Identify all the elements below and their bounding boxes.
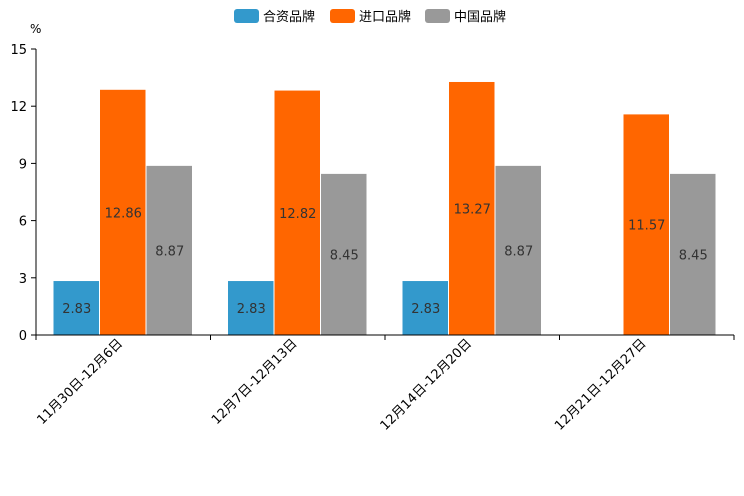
data-label: 2.83 — [411, 302, 440, 317]
data-label: 8.87 — [504, 244, 533, 259]
data-label: 12.86 — [105, 206, 142, 221]
bar — [146, 165, 192, 335]
legend-label: 进口品牌 — [359, 9, 411, 25]
bar — [623, 114, 669, 335]
x-axis: 11月30日-12月6日 12月7日-12月13日 12月14日-12月20日 12月… — [34, 334, 735, 434]
legend-label: 合资品牌 — [263, 9, 315, 25]
data-label: 2.83 — [62, 302, 91, 317]
y-tick-label: 9 — [19, 157, 27, 172]
bar — [402, 281, 448, 335]
bar — [53, 281, 99, 335]
data-label: 13.27 — [454, 202, 491, 217]
bar — [321, 173, 367, 335]
data-label: 12.82 — [279, 207, 316, 222]
x-tick-label: 12月21日-12月27日 — [552, 336, 649, 433]
data-label: 2.83 — [237, 302, 266, 317]
legend-swatch — [234, 9, 259, 23]
y-tick-label: 12 — [10, 100, 27, 115]
data-label: 11.57 — [628, 219, 665, 234]
data-label: 8.87 — [155, 244, 184, 259]
legend-label: 中国品牌 — [454, 9, 506, 25]
x-tick-label: 11月30日-12月6日 — [34, 336, 126, 428]
y-tick-label: 3 — [19, 272, 27, 287]
y-tick-label: 15 — [10, 43, 27, 58]
bar — [495, 165, 541, 335]
y-tick-label: 6 — [19, 215, 27, 230]
bars: 2.83 2.83 2.83 12.86 12.82 13.27 11.57 8.87 8.45… — [53, 81, 716, 335]
bar — [228, 281, 274, 335]
legend-swatch — [425, 9, 450, 23]
x-tick-label: 12月7日-12月13日 — [209, 336, 301, 428]
legend: 合资品牌 进口品牌 中国品牌 — [234, 9, 506, 25]
data-label: 8.45 — [330, 248, 359, 263]
x-tick-label: 12月14日-12月20日 — [378, 336, 475, 433]
bar — [274, 90, 320, 335]
bar — [100, 89, 146, 335]
y-axis-unit: % — [30, 22, 41, 36]
data-label: 8.45 — [679, 248, 708, 263]
y-tick-label: 0 — [19, 329, 27, 344]
bar — [449, 81, 495, 335]
y-axis: 0 3 6 9 12 15 — [10, 43, 37, 344]
bar — [670, 173, 716, 335]
legend-swatch — [330, 9, 355, 23]
